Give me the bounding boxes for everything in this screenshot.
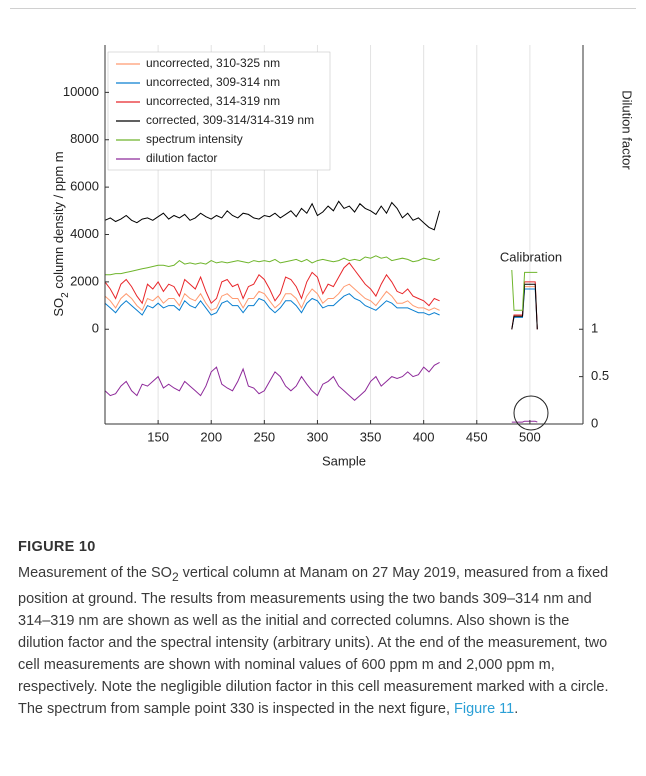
y2-tick-label: 1 <box>591 321 598 336</box>
y2-axis-label: Dilution factor <box>620 90 635 170</box>
caption-part: vertical column at Manam on 27 May 2019,… <box>18 565 609 717</box>
figure-link[interactable]: Figure 11 <box>454 700 515 717</box>
x-tick-label: 350 <box>360 429 382 444</box>
series-line <box>104 361 538 423</box>
legend-box <box>107 51 331 171</box>
x-tick-label: 150 <box>147 429 169 444</box>
legend-label: uncorrected, 310-325 nm <box>146 56 280 70</box>
legend-label: spectrum intensity <box>146 132 243 146</box>
y-tick-label: 2000 <box>70 273 99 288</box>
x-tick-label: 200 <box>200 429 222 444</box>
caption-sub: 2 <box>171 569 179 584</box>
y-label-part: SO <box>51 298 66 317</box>
legend-label: uncorrected, 309-314 nm <box>146 75 280 89</box>
caption-text: Measurement of the SO2 vertical column a… <box>18 562 618 720</box>
top-rule <box>10 8 636 9</box>
y-tick-label: 0 <box>92 321 99 336</box>
x-tick-label: 300 <box>307 429 329 444</box>
x-axis-label: Sample <box>322 453 366 468</box>
y2-tick-label: 0 <box>591 415 598 430</box>
caption-label: FIGURE 10 <box>18 539 96 555</box>
x-tick-label: 450 <box>466 429 488 444</box>
series-line <box>104 200 538 330</box>
y-axis-label: SO2 column density / ppm m <box>51 151 71 316</box>
series-line <box>105 255 538 311</box>
annotation: Calibration <box>500 249 562 264</box>
legend-label: corrected, 309-314/314-319 nm <box>146 113 314 127</box>
y-tick-label: 6000 <box>70 179 99 194</box>
legend-label: dilution factor <box>146 151 217 165</box>
y-tick-label: 4000 <box>70 226 99 241</box>
y-tick-label: 8000 <box>70 131 99 146</box>
y2-tick-label: 0.5 <box>591 368 609 383</box>
x-tick-label: 400 <box>413 429 435 444</box>
caption-part: Measurement of the SO <box>18 565 172 581</box>
caption-part: . <box>514 700 519 717</box>
legend-label: uncorrected, 314-319 nm <box>146 94 280 108</box>
highlight-circle <box>513 395 549 431</box>
series-line <box>104 288 538 330</box>
caption: FIGURE 10 Measurement of the SO2 vertica… <box>18 536 618 720</box>
x-tick-label: 500 <box>519 429 541 444</box>
series-line <box>104 283 538 330</box>
chart: Calibration Sample SO2 column density / … <box>51 45 635 468</box>
y-label-sub: 2 <box>60 292 71 298</box>
y-label-part: column density / ppm m <box>51 151 66 292</box>
y-tick-label: 10000 <box>63 84 99 99</box>
series-line <box>104 262 538 330</box>
x-tick-label: 250 <box>253 429 275 444</box>
